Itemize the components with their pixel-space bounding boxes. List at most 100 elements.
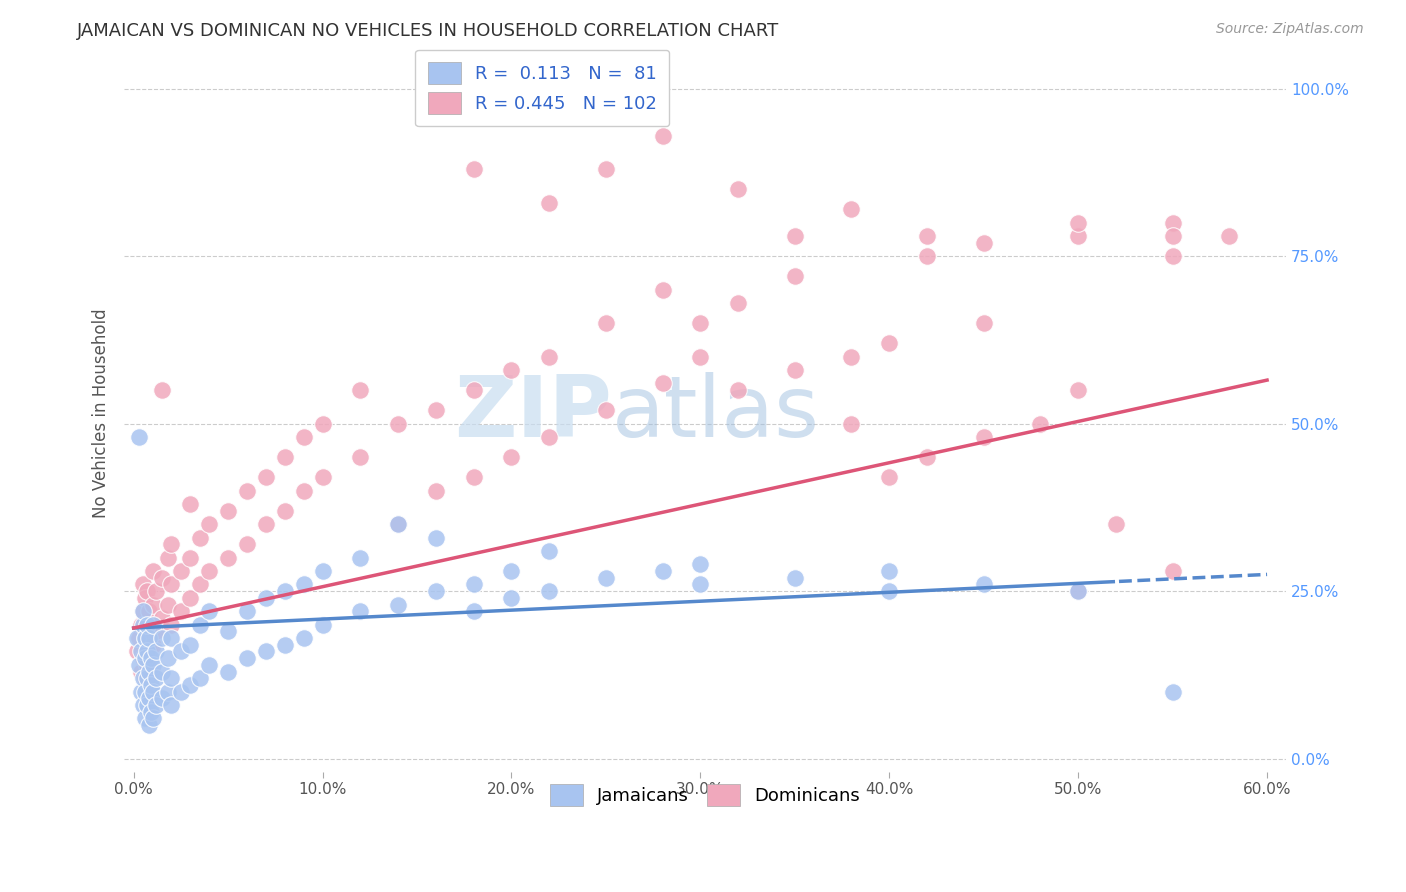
- Point: [425, 403, 447, 417]
- Point: [254, 591, 277, 605]
- Point: [170, 684, 193, 698]
- Point: [349, 383, 371, 397]
- Point: [145, 671, 167, 685]
- Legend: Jamaicans, Dominicans: Jamaicans, Dominicans: [540, 773, 870, 817]
- Text: atlas: atlas: [612, 372, 820, 455]
- Point: [142, 684, 165, 698]
- Point: [236, 604, 259, 618]
- Point: [134, 651, 156, 665]
- Point: [129, 617, 152, 632]
- Point: [138, 631, 160, 645]
- Point: [915, 249, 938, 263]
- Point: [127, 631, 149, 645]
- Point: [841, 417, 863, 431]
- Point: [150, 665, 173, 679]
- Point: [292, 483, 315, 498]
- Point: [877, 584, 900, 599]
- Point: [689, 577, 711, 591]
- Point: [1067, 584, 1090, 599]
- Point: [179, 497, 201, 511]
- Point: [160, 671, 183, 685]
- Point: [142, 638, 165, 652]
- Point: [236, 483, 259, 498]
- Point: [188, 531, 211, 545]
- Point: [170, 644, 193, 658]
- Point: [1161, 249, 1184, 263]
- Point: [132, 577, 155, 591]
- Point: [156, 651, 179, 665]
- Point: [160, 577, 183, 591]
- Point: [425, 584, 447, 599]
- Point: [132, 651, 155, 665]
- Point: [160, 631, 183, 645]
- Point: [595, 571, 617, 585]
- Point: [463, 162, 485, 177]
- Point: [274, 638, 297, 652]
- Point: [156, 598, 179, 612]
- Point: [915, 229, 938, 244]
- Point: [651, 376, 673, 391]
- Point: [198, 604, 221, 618]
- Text: Source: ZipAtlas.com: Source: ZipAtlas.com: [1216, 22, 1364, 37]
- Point: [727, 182, 749, 196]
- Point: [463, 383, 485, 397]
- Point: [1218, 229, 1240, 244]
- Point: [145, 698, 167, 712]
- Point: [973, 235, 995, 250]
- Point: [138, 691, 160, 706]
- Point: [198, 657, 221, 672]
- Point: [727, 383, 749, 397]
- Point: [463, 577, 485, 591]
- Point: [135, 657, 157, 672]
- Point: [142, 657, 165, 672]
- Point: [727, 296, 749, 310]
- Point: [973, 316, 995, 330]
- Point: [132, 604, 155, 618]
- Point: [135, 698, 157, 712]
- Point: [142, 617, 165, 632]
- Point: [1067, 584, 1090, 599]
- Point: [783, 269, 806, 284]
- Point: [538, 195, 561, 210]
- Point: [135, 584, 157, 599]
- Point: [311, 564, 333, 578]
- Point: [217, 504, 239, 518]
- Point: [139, 678, 162, 692]
- Point: [1067, 383, 1090, 397]
- Point: [150, 383, 173, 397]
- Point: [274, 584, 297, 599]
- Point: [139, 651, 162, 665]
- Point: [217, 550, 239, 565]
- Point: [170, 604, 193, 618]
- Point: [783, 363, 806, 377]
- Point: [129, 665, 152, 679]
- Point: [138, 644, 160, 658]
- Point: [138, 665, 160, 679]
- Point: [236, 651, 259, 665]
- Point: [651, 564, 673, 578]
- Point: [217, 665, 239, 679]
- Point: [651, 283, 673, 297]
- Point: [127, 644, 149, 658]
- Point: [139, 624, 162, 639]
- Point: [689, 350, 711, 364]
- Point: [292, 631, 315, 645]
- Point: [841, 350, 863, 364]
- Point: [387, 598, 409, 612]
- Point: [198, 517, 221, 532]
- Point: [349, 450, 371, 465]
- Point: [292, 577, 315, 591]
- Point: [1161, 684, 1184, 698]
- Point: [132, 617, 155, 632]
- Point: [538, 544, 561, 558]
- Point: [689, 316, 711, 330]
- Point: [150, 571, 173, 585]
- Point: [877, 336, 900, 351]
- Point: [973, 430, 995, 444]
- Point: [651, 128, 673, 143]
- Point: [501, 363, 523, 377]
- Point: [134, 631, 156, 645]
- Point: [1105, 517, 1128, 532]
- Y-axis label: No Vehicles in Household: No Vehicles in Household: [93, 309, 110, 518]
- Point: [217, 624, 239, 639]
